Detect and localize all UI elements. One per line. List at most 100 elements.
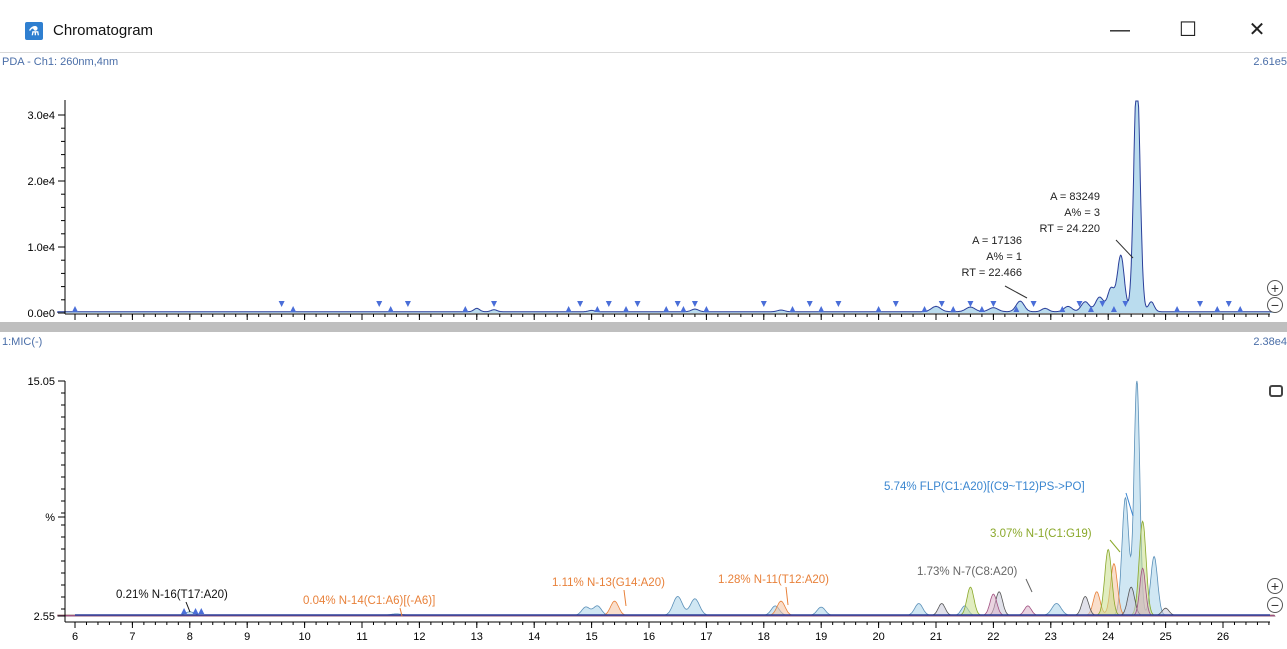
- peak-marker: [892, 301, 899, 307]
- pane-divider[interactable]: [0, 322, 1287, 332]
- peak-marker: [290, 306, 297, 312]
- x-tick-label: 19: [815, 631, 827, 643]
- y-tick-label: %: [45, 512, 55, 524]
- peak-marker: [674, 301, 681, 307]
- peak-marker: [1214, 306, 1221, 312]
- peak-marker: [875, 306, 882, 312]
- x-tick-label: 16: [643, 631, 655, 643]
- bottom-pane-scale: 2.38e4: [1253, 336, 1287, 348]
- peak-annotation-text: A = 83249: [1050, 191, 1100, 203]
- peak-marker: [835, 301, 842, 307]
- annotation-leader: [1025, 578, 1033, 593]
- peak-marker: [192, 608, 199, 614]
- window-title: Chromatogram: [53, 22, 154, 39]
- x-tick-label: 8: [187, 631, 193, 643]
- maximize-button[interactable]: ☐: [1179, 19, 1197, 41]
- bottom-pane-label: 1:MIC(-): [2, 336, 43, 348]
- close-button[interactable]: ✕: [1248, 19, 1266, 41]
- peak-marker: [806, 301, 813, 307]
- y-tick-label: 0.0e0: [27, 308, 55, 320]
- peak-marker: [921, 306, 928, 312]
- window-titlebar: ⚗ Chromatogram — ☐ ✕: [0, 0, 1287, 53]
- peak-marker: [950, 306, 957, 312]
- ion-annotation-text: 1.28% N-11(T12:A20): [718, 574, 829, 586]
- minimize-button[interactable]: —: [1110, 19, 1130, 41]
- annotation-leader: [1125, 492, 1134, 517]
- peak-marker: [1174, 306, 1181, 312]
- x-tick-label: 13: [471, 631, 483, 643]
- annotation-leader: [185, 601, 191, 613]
- peak-marker: [1197, 301, 1204, 307]
- x-tick-label: 17: [700, 631, 712, 643]
- peak-annotation-text: RT = 22.466: [962, 267, 1022, 279]
- peak-marker: [198, 608, 205, 614]
- peak-marker: [623, 306, 630, 312]
- x-tick-label: 25: [1159, 631, 1171, 643]
- top-pane-scale: 2.61e5: [1253, 56, 1287, 68]
- bottom-mic-chart[interactable]: 6 7 8 9 10 11 12 13 14 15 16 17 18 19 20 21 22 23 24 25 26 2.…: [0, 350, 1287, 649]
- peak-marker: [990, 301, 997, 307]
- annotation-leader: [1004, 285, 1028, 299]
- annotation-leader: [399, 607, 403, 617]
- x-tick-label: 14: [528, 631, 540, 643]
- top-pane-label: PDA - Ch1: 260nm,4nm: [2, 56, 119, 68]
- ion-trace-1: [57, 562, 1276, 617]
- x-tick-label: 9: [244, 631, 250, 643]
- top-zoom-out-button[interactable]: −: [1267, 297, 1283, 313]
- peak-marker: [577, 301, 584, 307]
- y-tick-label: 2.55: [34, 611, 55, 623]
- peak-marker: [1237, 306, 1244, 312]
- peak-marker: [663, 306, 670, 312]
- peak-marker: [1076, 301, 1083, 307]
- x-tick-label: 23: [1045, 631, 1057, 643]
- peak-marker: [634, 301, 641, 307]
- peak-marker: [1087, 306, 1094, 312]
- peak-marker: [818, 306, 825, 312]
- y-tick-label: 1.0e4: [27, 242, 55, 254]
- x-tick-label: 21: [930, 631, 942, 643]
- bottom-zoom-out-button[interactable]: −: [1267, 597, 1283, 613]
- x-tick-label: 11: [356, 631, 367, 643]
- peak-marker: [404, 301, 411, 307]
- y-tick-label: 15.05: [27, 376, 55, 388]
- peak-marker: [1059, 306, 1066, 312]
- annotation-leader: [785, 586, 789, 606]
- peak-marker: [760, 301, 767, 307]
- peak-marker: [387, 306, 394, 312]
- x-tick-label: 12: [413, 631, 425, 643]
- peak-marker: [491, 301, 498, 307]
- ion-annotation-text: 5.74% FLP(C1:A20)[(C9~T12)PS->PO]: [884, 481, 1085, 493]
- peak-marker: [376, 301, 383, 307]
- y-tick-label: 3.0e4: [27, 110, 55, 122]
- peak-marker: [703, 306, 710, 312]
- ion-annotation-text: 1.73% N-7(C8:A20): [917, 566, 1018, 578]
- y-tick-label: 2.0e4: [27, 176, 55, 188]
- ion-annotation-text: 0.21% N-16(T17:A20): [116, 589, 228, 601]
- peak-marker: [978, 306, 985, 312]
- peak-marker: [1099, 301, 1106, 307]
- peak-marker: [1110, 306, 1117, 312]
- x-tick-label: 26: [1217, 631, 1229, 643]
- peak-marker: [967, 301, 974, 307]
- bottom-fit-button[interactable]: [1269, 385, 1283, 397]
- top-zoom-in-button[interactable]: +: [1267, 280, 1283, 296]
- peak-marker: [1030, 301, 1037, 307]
- x-tick-label: 22: [987, 631, 999, 643]
- peak-marker: [594, 306, 601, 312]
- peak-marker: [680, 306, 687, 312]
- x-tick-label: 10: [298, 631, 310, 643]
- annotation-leader: [1109, 539, 1121, 553]
- peak-marker: [938, 301, 945, 307]
- peak-marker: [789, 306, 796, 312]
- ion-trace-2: [57, 520, 1276, 617]
- peak-marker: [462, 306, 469, 312]
- top-chromatogram-chart[interactable]: 678910111213141516171819202122232425260.…: [0, 70, 1287, 322]
- ion-annotation-text: 3.07% N-1(C1:G19): [990, 528, 1092, 540]
- app-logo-icon: ⚗: [25, 22, 43, 40]
- ion-annotation-text: 0.04% N-14(C1:A6)[(-A6)]: [303, 595, 435, 607]
- ion-annotation-text: 1.11% N-13(G14:A20): [552, 577, 665, 589]
- peak-marker: [565, 306, 572, 312]
- bottom-zoom-in-button[interactable]: +: [1267, 578, 1283, 594]
- x-tick-label: 24: [1102, 631, 1114, 643]
- peak-annotation-text: A = 17136: [972, 235, 1022, 247]
